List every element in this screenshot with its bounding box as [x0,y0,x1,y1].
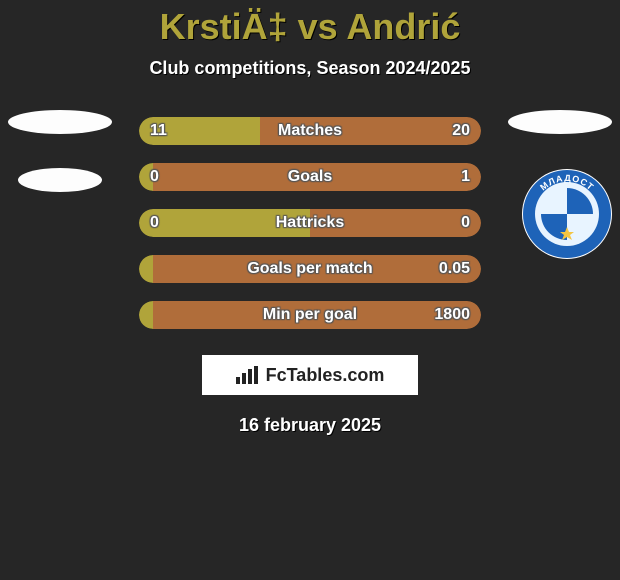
stat-bar [139,301,481,329]
stat-bar-left-fill [139,163,153,191]
footer-date: 16 february 2025 [0,415,620,436]
right-club-placeholder [508,107,612,142]
stat-bar-left-fill [139,301,153,329]
stat-bar [139,209,481,237]
comparison-rows: Matches1120Goals01МЛАДОСТHattricks00Goal… [0,107,620,337]
stat-bar-left-fill [139,255,153,283]
stat-bar-right-fill [310,209,481,237]
stat-bar-right-fill [153,163,481,191]
page-title: KrstiÄ‡ vs Andrić [0,0,620,48]
left-club-logo [8,107,112,142]
stat-row: МЛАДОСТHattricks00 [0,199,620,245]
stat-bar-right-fill [153,301,481,329]
stat-bar [139,255,481,283]
stat-bar [139,117,481,145]
stat-bar [139,163,481,191]
stat-bar-right-fill [153,255,481,283]
stat-bar-left-fill [139,209,310,237]
stat-bar-right-fill [260,117,481,145]
stat-row: Goals per match0.05 [0,245,620,291]
bar-chart-icon [236,366,260,384]
stat-bar-left-fill [139,117,260,145]
brand-badge[interactable]: FcTables.com [202,355,418,395]
page-subtitle: Club competitions, Season 2024/2025 [0,58,620,79]
left-club-placeholder-2 [8,165,112,200]
stat-row: Matches1120 [0,107,620,153]
brand-text: FcTables.com [266,365,385,386]
stat-row: Min per goal1800 [0,291,620,337]
